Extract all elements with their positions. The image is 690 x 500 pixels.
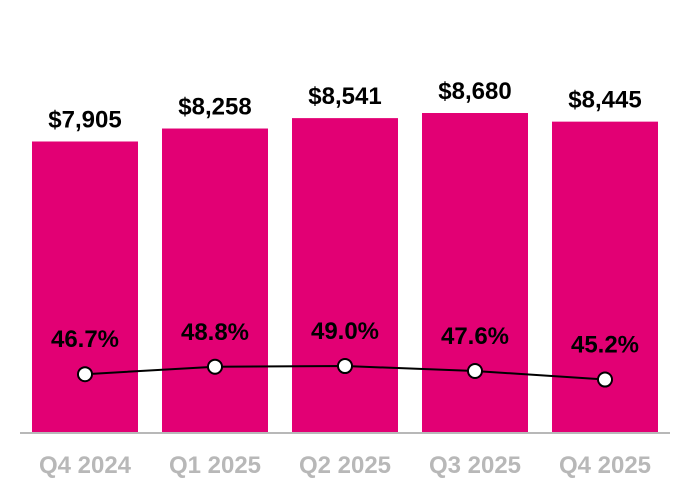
- x-tick-labels-group: Q4 2024 Q1 2025 Q2 2025 Q3 2025 Q4 2025: [39, 452, 651, 479]
- bar-value-label-q4-2025: $8,445: [568, 87, 641, 114]
- margin-label-q4-2024: 46.7%: [51, 326, 119, 353]
- margin-point-q2-2025: [337, 358, 353, 375]
- bar-value-label-q4-2024: $7,905: [48, 106, 121, 133]
- margin-line-group: [77, 358, 613, 388]
- bar-labels-group: $7,905 $8,258 $8,541 $8,680 $8,445: [48, 78, 641, 133]
- margin-label-q3-2025: 47.6%: [441, 323, 509, 350]
- x-tick-label-q2-2025: Q2 2025: [299, 452, 391, 479]
- bars-group: [32, 113, 658, 433]
- bar-q3-2025: [422, 113, 528, 432]
- margin-point-q4-2024: [77, 366, 93, 383]
- bar-q2-2025: [292, 118, 398, 432]
- bar-q4-2024: [32, 141, 138, 432]
- margin-label-q1-2025: 48.8%: [181, 319, 249, 346]
- margin-label-q2-2025: 49.0%: [311, 318, 379, 345]
- pct-labels-group: 46.7% 48.8% 49.0% 47.6% 45.2%: [51, 318, 639, 358]
- bar-value-label-q1-2025: $8,258: [178, 94, 251, 121]
- x-tick-label-q3-2025: Q3 2025: [429, 452, 521, 479]
- x-tick-label-q1-2025: Q1 2025: [169, 452, 261, 479]
- margin-point-q4-2025: [597, 371, 613, 388]
- bar-q1-2025: [162, 128, 268, 432]
- bar-value-label-q2-2025: $8,541: [308, 83, 381, 110]
- x-tick-label-q4-2024: Q4 2024: [39, 452, 132, 479]
- margin-point-q3-2025: [467, 363, 483, 380]
- bar-value-label-q3-2025: $8,680: [438, 78, 511, 105]
- margin-point-q1-2025: [207, 358, 223, 375]
- margin-label-q4-2025: 45.2%: [571, 332, 639, 359]
- x-tick-label-q4-2025: Q4 2025: [559, 452, 651, 479]
